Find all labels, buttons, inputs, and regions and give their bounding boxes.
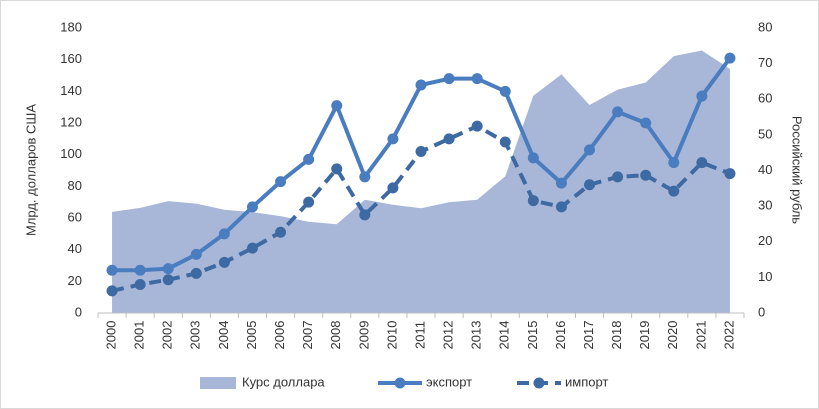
marker — [134, 264, 146, 276]
y-tick-label: 80 — [68, 178, 82, 193]
x-tick-label: 2001 — [132, 321, 147, 350]
legend-label: импорт — [565, 374, 608, 389]
marker — [584, 179, 596, 191]
marker — [331, 163, 343, 175]
x-tick-label: 2002 — [160, 321, 175, 350]
marker — [359, 171, 371, 183]
x-tick-label: 2007 — [300, 321, 315, 350]
marker — [640, 169, 652, 181]
y-tick-label: 160 — [60, 51, 82, 66]
y2-axis-label: Российский рубль — [790, 116, 805, 224]
marker — [303, 196, 315, 208]
marker — [106, 285, 118, 297]
marker — [584, 144, 596, 156]
x-tick-label: 2012 — [441, 321, 456, 350]
marker — [555, 201, 567, 213]
x-tick-label: 2016 — [553, 321, 568, 350]
y2-tick-label: 20 — [758, 233, 772, 248]
marker — [555, 177, 567, 189]
x-tick-label: 2014 — [497, 321, 512, 350]
marker — [527, 152, 539, 164]
marker — [471, 73, 483, 85]
marker — [415, 79, 427, 91]
y-tick-label: 20 — [68, 273, 82, 288]
marker — [359, 209, 371, 221]
marker — [499, 136, 511, 148]
y2-tick-label: 60 — [758, 91, 772, 106]
marker — [246, 242, 258, 254]
x-tick-label: 2010 — [384, 321, 399, 350]
legend-swatch — [200, 377, 236, 389]
x-tick-label: 2018 — [609, 321, 624, 350]
marker — [668, 157, 680, 169]
marker — [218, 228, 230, 240]
y-tick-label: 120 — [60, 114, 82, 129]
x-tick-label: 2021 — [693, 321, 708, 350]
marker — [387, 133, 399, 145]
x-tick-label: 2008 — [328, 321, 343, 350]
y-tick-label: 60 — [68, 209, 82, 224]
legend-marker — [394, 377, 406, 389]
marker — [724, 52, 736, 64]
y2-tick-label: 40 — [758, 162, 772, 177]
x-tick-label: 2011 — [412, 321, 427, 349]
marker — [443, 73, 455, 85]
marker — [162, 263, 174, 275]
marker — [162, 274, 174, 286]
y2-tick-label: 80 — [758, 19, 772, 34]
marker — [246, 201, 258, 213]
marker — [612, 106, 624, 118]
marker — [275, 176, 287, 188]
marker — [696, 90, 708, 102]
marker — [640, 117, 652, 129]
x-tick-label: 2017 — [581, 321, 596, 350]
marker — [106, 264, 118, 276]
x-tick-label: 2006 — [272, 321, 287, 350]
marker — [190, 248, 202, 260]
x-tick-label: 2004 — [216, 321, 231, 350]
marker — [387, 182, 399, 194]
marker — [303, 153, 315, 165]
y-tick-label: 140 — [60, 83, 82, 98]
x-tick-label: 2013 — [469, 321, 484, 350]
y2-tick-label: 70 — [758, 55, 772, 70]
legend-label: Курс доллара — [242, 374, 325, 389]
marker — [275, 226, 287, 238]
x-tick-label: 2005 — [244, 321, 259, 350]
x-tick-label: 2019 — [637, 321, 652, 350]
y-tick-label: 40 — [68, 241, 82, 256]
area — [112, 50, 730, 313]
y-axis-label: Млрд. долларов США — [23, 104, 38, 236]
y2-tick-label: 30 — [758, 198, 772, 213]
marker — [499, 85, 511, 97]
x-tick-label: 2015 — [525, 321, 540, 350]
x-tick-label: 2003 — [188, 321, 203, 350]
marker — [443, 133, 455, 145]
marker — [668, 185, 680, 197]
y2-tick-label: 10 — [758, 269, 772, 284]
marker — [527, 195, 539, 207]
legend-marker — [533, 377, 545, 389]
marker — [471, 120, 483, 132]
marker — [218, 256, 230, 268]
y2-tick-label: 0 — [758, 304, 765, 319]
marker — [696, 157, 708, 169]
marker — [415, 146, 427, 157]
marker — [612, 171, 624, 183]
x-tick-label: 2009 — [356, 321, 371, 350]
y2-tick-label: 50 — [758, 126, 772, 141]
marker — [724, 168, 736, 180]
marker — [134, 279, 146, 290]
marker — [331, 100, 343, 112]
x-tick-label: 2022 — [721, 321, 736, 350]
marker — [190, 267, 202, 279]
y-tick-label: 0 — [75, 304, 82, 319]
x-tick-label: 2020 — [665, 321, 680, 350]
y-tick-label: 180 — [60, 19, 82, 34]
y-tick-label: 100 — [60, 146, 82, 161]
legend-label: экспорт — [426, 374, 472, 389]
x-tick-label: 2000 — [103, 321, 118, 350]
